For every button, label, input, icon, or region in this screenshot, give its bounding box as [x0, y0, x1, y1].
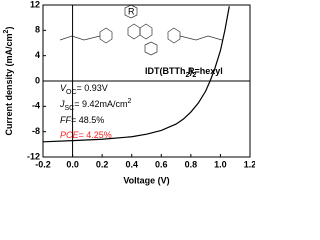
molecule-label: R: [128, 6, 135, 16]
text-part: Current density (mA/cm: [4, 33, 14, 135]
x-tick-label: 0.4: [125, 159, 138, 169]
y-tick-label: -4: [32, 101, 40, 111]
text-part: 2: [3, 29, 10, 33]
annotation: FF= 48.5%: [60, 115, 104, 125]
x-tick-label: 1.2: [244, 159, 255, 169]
text-part: R=hexyl: [188, 66, 223, 76]
text-part: ): [4, 27, 14, 30]
text-part: FF: [60, 115, 71, 125]
text-part: 2: [128, 98, 132, 105]
text-part: = 48.5%: [71, 115, 104, 125]
y-tick-label: -8: [32, 126, 40, 136]
annotation: JSC= 9.42mA/cm2: [59, 98, 132, 112]
text-part: = 0.93V: [77, 83, 108, 93]
curve: [42, 6, 230, 143]
x-tick-label: 1.0: [214, 159, 227, 169]
y-axis-title: Current density (mA/cm2): [3, 27, 14, 136]
text-part: PCE: [60, 130, 80, 140]
x-tick-label: -0.2: [35, 159, 51, 169]
x-tick-label: 0.6: [155, 159, 168, 169]
annotation: R=hexyl: [188, 66, 223, 76]
annotation: PCE= 4.25%: [60, 130, 112, 140]
y-tick-label: 8: [35, 25, 40, 35]
y-tick-label: 4: [35, 50, 40, 60]
x-axis-title: Voltage (V): [123, 175, 169, 185]
x-tick-label: 0.0: [66, 159, 79, 169]
annotation: VOC= 0.93V: [60, 83, 108, 96]
text-part: IDT(BTTh: [145, 66, 186, 76]
x-tick-label: 0.2: [96, 159, 109, 169]
text-part: 2: [192, 72, 196, 79]
text-part: V: [60, 83, 67, 93]
x-tick-label: 0.8: [185, 159, 198, 169]
y-tick-label: 12: [30, 0, 40, 9]
text-part: 2: [186, 72, 190, 79]
text-part: SC: [65, 105, 75, 112]
text-part: = 9.42mA/cm: [74, 99, 127, 109]
chart: R -0.2 0.0 0.2 0.4 0.6 0.8 1.0 1.2 -12 -8 -4 0 4 8 12 V…: [3, 0, 255, 185]
annotation: IDT(BTTh2)2: [145, 66, 196, 79]
text-part: J: [59, 99, 65, 109]
text-part: = 4.25%: [79, 130, 112, 140]
text-part: OC: [66, 89, 77, 96]
y-tick-label: 0: [35, 75, 40, 85]
y-tick-label: -12: [27, 151, 40, 161]
molecule: [59, 4, 223, 56]
text-part: ): [189, 66, 192, 76]
